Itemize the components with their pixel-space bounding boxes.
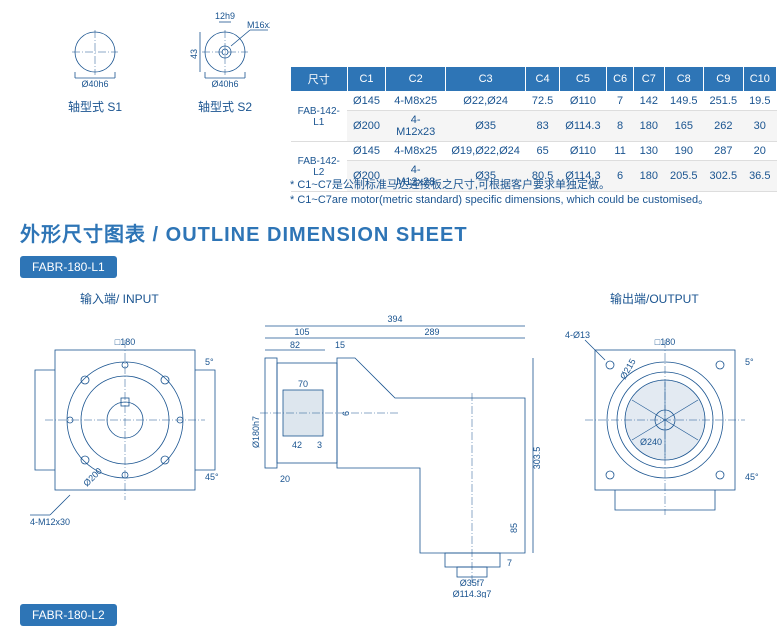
side-bp: Ø114.3g7 (453, 589, 492, 598)
cell: 20 (743, 142, 776, 161)
output-holes: 4-Ø13 (565, 330, 590, 340)
cell: 149.5 (664, 92, 704, 111)
output-ang1: 5° (745, 357, 754, 367)
side-c: 82 (290, 340, 300, 350)
heading-sep: / (146, 224, 166, 246)
s2-width: 12h9 (215, 11, 235, 21)
cell: 7 (607, 92, 634, 111)
cell: 30 (743, 111, 776, 142)
cell: 19.5 (743, 92, 776, 111)
input-ang2: 45° (205, 472, 219, 482)
side-v2: 6 (341, 411, 351, 416)
cell: 287 (704, 142, 744, 161)
output-label: 输出端/OUTPUT (610, 290, 699, 307)
cell: 142 (634, 92, 664, 111)
side-d: 15 (335, 340, 345, 350)
cell: 190 (664, 142, 704, 161)
th: C9 (704, 67, 744, 92)
cell: Ø22,Ø24 (445, 92, 526, 111)
side-h: 20 (280, 474, 290, 484)
cell: Ø19,Ø22,Ø24 (445, 142, 526, 161)
cell: Ø114.3 (559, 111, 606, 142)
cell: 4-M8x25 (386, 142, 445, 161)
cell: 36.5 (743, 161, 776, 192)
side-b: 289 (424, 327, 439, 337)
cell: 130 (634, 142, 664, 161)
cell: Ø145 (347, 92, 386, 111)
output-ang2: 45° (745, 472, 759, 482)
side-bf: Ø35f7 (460, 578, 485, 588)
side-v1: Ø180h7 (251, 416, 261, 448)
s1-diameter: Ø40h6 (81, 79, 108, 89)
table-notes: * C1~C7是公制标准马达连接板之尺寸,可根据客户要求单独定做。 * C1~C… (290, 178, 709, 209)
s1-label: 轴型式 S1 (68, 98, 122, 115)
input-label: 输入端/ INPUT (80, 290, 159, 307)
model-tag-1: FABR-180-L1 (20, 256, 117, 278)
shaft-s1: Ø40h6 轴型式 S1 (60, 10, 130, 115)
input-ang1: 5° (205, 357, 214, 367)
side-v3: 303.5 (532, 447, 542, 470)
technical-views: 输入端/ INPUT 输出端/OUTPUT □180 4-M12x30 Ø200… (0, 290, 777, 600)
th: C10 (743, 67, 776, 92)
th: C2 (386, 67, 445, 92)
cell: 8 (607, 111, 634, 142)
th: C8 (664, 67, 704, 92)
input-flange: Ø200 (81, 466, 104, 489)
th: C1 (347, 67, 386, 92)
output-d2: Ø240 (640, 437, 662, 447)
output-drawing: □180 4-Ø13 Ø215 Ø240 5° 45° (565, 310, 765, 540)
output-sq: □180 (655, 337, 675, 347)
s2-thread: M16x2P (247, 20, 270, 30)
input-sq: □180 (115, 337, 135, 347)
section-heading: 外形尺寸图表 / OUTLINE DIMENSION SHEET (20, 218, 468, 247)
cell: 72.5 (526, 92, 559, 111)
model-cell: FAB-142-L1 (291, 92, 348, 142)
th: C3 (445, 67, 526, 92)
side-f: 42 (292, 440, 302, 450)
side-v5: 7 (507, 558, 512, 568)
cell: Ø200 (347, 111, 386, 142)
cell: 11 (607, 142, 634, 161)
cell: 302.5 (704, 161, 744, 192)
side-total: 394 (387, 314, 402, 324)
heading-cn: 外形尺寸图表 (20, 224, 146, 246)
cell: 262 (704, 111, 744, 142)
th: C5 (559, 67, 606, 92)
th: 尺寸 (291, 67, 348, 92)
th: C4 (526, 67, 559, 92)
cell: 165 (664, 111, 704, 142)
cell: Ø145 (347, 142, 386, 161)
spec-table: 尺寸C1C2C3C4C5C6C7C8C9C10 FAB-142-L1Ø1454-… (290, 66, 777, 192)
s2-label: 轴型式 S2 (198, 98, 252, 115)
model-tag-2: FABR-180-L2 (20, 604, 117, 626)
cell: 83 (526, 111, 559, 142)
cell: 4-M8x25 (386, 92, 445, 111)
note-line1: * C1~C7是公制标准马达连接板之尺寸,可根据客户要求单独定做。 (290, 178, 709, 193)
input-drawing: □180 4-M12x30 Ø200 5° 45° (25, 310, 225, 540)
shaft-s2: Ø40h6 12h9 43 M16x2P 轴型式 S2 (180, 10, 270, 115)
side-v4: 85 (509, 523, 519, 533)
heading-en: OUTLINE DIMENSION SHEET (166, 224, 468, 246)
input-holes: 4-M12x30 (30, 517, 70, 527)
cell: 180 (634, 111, 664, 142)
cell: Ø110 (559, 142, 606, 161)
side-e: 70 (298, 379, 308, 389)
output-d1: Ø215 (618, 357, 638, 381)
th: C6 (607, 67, 634, 92)
s2-diameter: Ø40h6 (211, 79, 238, 89)
cell: Ø35 (445, 111, 526, 142)
shaft-diagrams: Ø40h6 轴型式 S1 Ø40h6 12h9 43 M16x2P 轴型式 S2 (60, 10, 270, 115)
side-drawing: 394 105 289 82 15 70 42 3 Ø180h7 20 6 30… (245, 308, 545, 598)
s2-height: 43 (189, 49, 199, 59)
cell: 4-M12x23 (386, 111, 445, 142)
th: C7 (634, 67, 664, 92)
note-line2: * C1~C7are motor(metric standard) specif… (290, 193, 709, 208)
cell: 65 (526, 142, 559, 161)
side-a: 105 (294, 327, 309, 337)
side-g: 3 (317, 440, 322, 450)
cell: 251.5 (704, 92, 744, 111)
cell: Ø110 (559, 92, 606, 111)
